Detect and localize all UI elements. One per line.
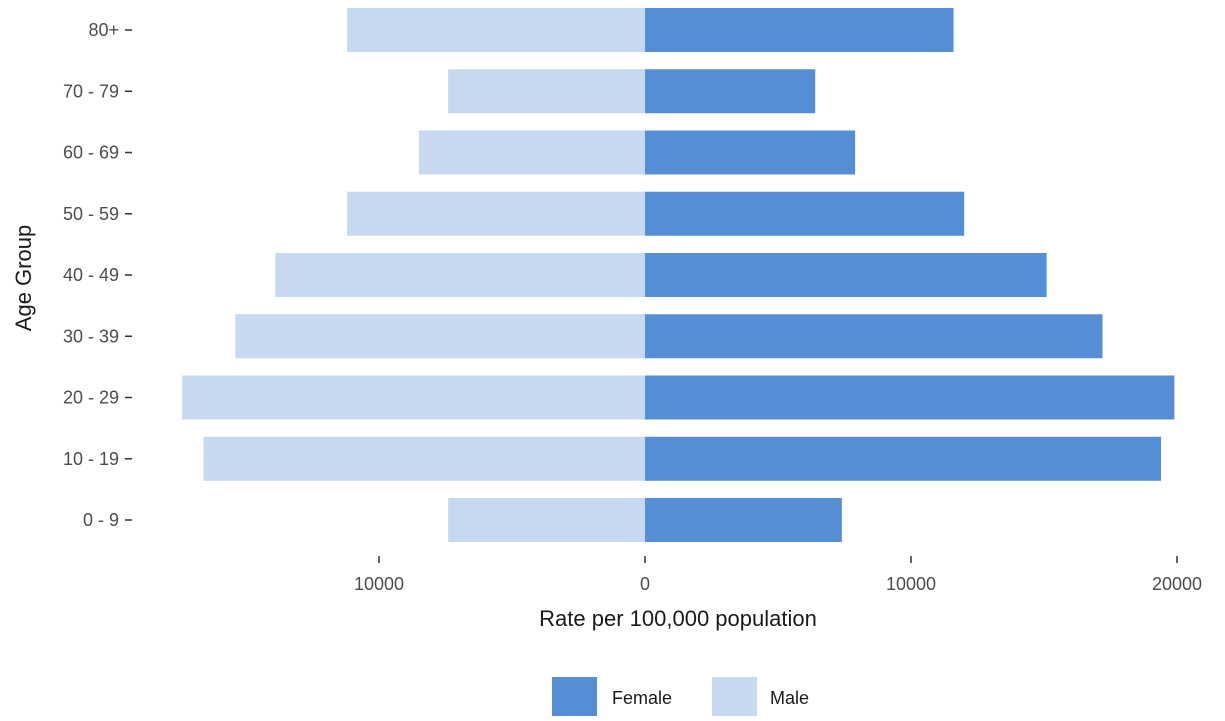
y-tick-label-80plus: 80+ xyxy=(88,20,119,40)
y-tick-label-20-29: 20 - 29 xyxy=(63,388,119,408)
bar-male-30-39 xyxy=(235,314,646,359)
legend-swatch-male xyxy=(712,677,757,717)
y-tick-label-30-39: 30 - 39 xyxy=(63,326,119,346)
x-axis-title: Rate per 100,000 population xyxy=(539,606,817,631)
bar-female-0-9 xyxy=(645,498,842,542)
bar-male-70-79 xyxy=(448,69,645,114)
y-axis-title: Age Group xyxy=(11,225,36,331)
y-tick-label-0-9: 0 - 9 xyxy=(83,510,119,530)
bar-female-80plus xyxy=(645,8,954,52)
bar-female-10-19 xyxy=(645,436,1162,481)
legend-swatch-female xyxy=(552,677,597,717)
y-tick-label-70-79: 70 - 79 xyxy=(63,81,119,101)
bar-female-30-39 xyxy=(645,314,1103,359)
bar-female-60-69 xyxy=(645,130,856,175)
legend-label-male: Male xyxy=(770,688,809,708)
bar-male-80plus xyxy=(347,8,645,52)
bar-male-0-9 xyxy=(448,498,645,542)
bar-male-50-59 xyxy=(347,191,645,236)
x-tick-label: 20000 xyxy=(1152,574,1202,594)
x-tick-label: 10000 xyxy=(354,574,404,594)
x-tick-label: 0 xyxy=(640,574,650,594)
bar-male-60-69 xyxy=(418,130,645,175)
y-tick-label-40-49: 40 - 49 xyxy=(63,265,119,285)
legend-label-female: Female xyxy=(612,688,672,708)
y-tick-label-10-19: 10 - 19 xyxy=(63,449,119,469)
bar-male-20-29 xyxy=(182,375,645,420)
bar-male-40-49 xyxy=(275,253,645,297)
bar-female-20-29 xyxy=(645,375,1175,420)
bars-layer xyxy=(182,8,1175,542)
x-axis: 10000 0 10000 20000 xyxy=(354,556,1202,594)
y-axis: 0 - 9 10 - 19 20 - 29 30 - 39 40 - 49 50 - 59… xyxy=(63,20,132,530)
bar-female-70-79 xyxy=(645,69,816,114)
bar-female-50-59 xyxy=(645,191,965,236)
x-tick-label: 10000 xyxy=(886,574,936,594)
y-tick-label-50-59: 50 - 59 xyxy=(63,204,119,224)
bar-male-10-19 xyxy=(203,436,645,481)
legend: Female Male xyxy=(552,677,809,717)
bar-female-40-49 xyxy=(645,253,1047,297)
y-tick-label-60-69: 60 - 69 xyxy=(63,143,119,163)
